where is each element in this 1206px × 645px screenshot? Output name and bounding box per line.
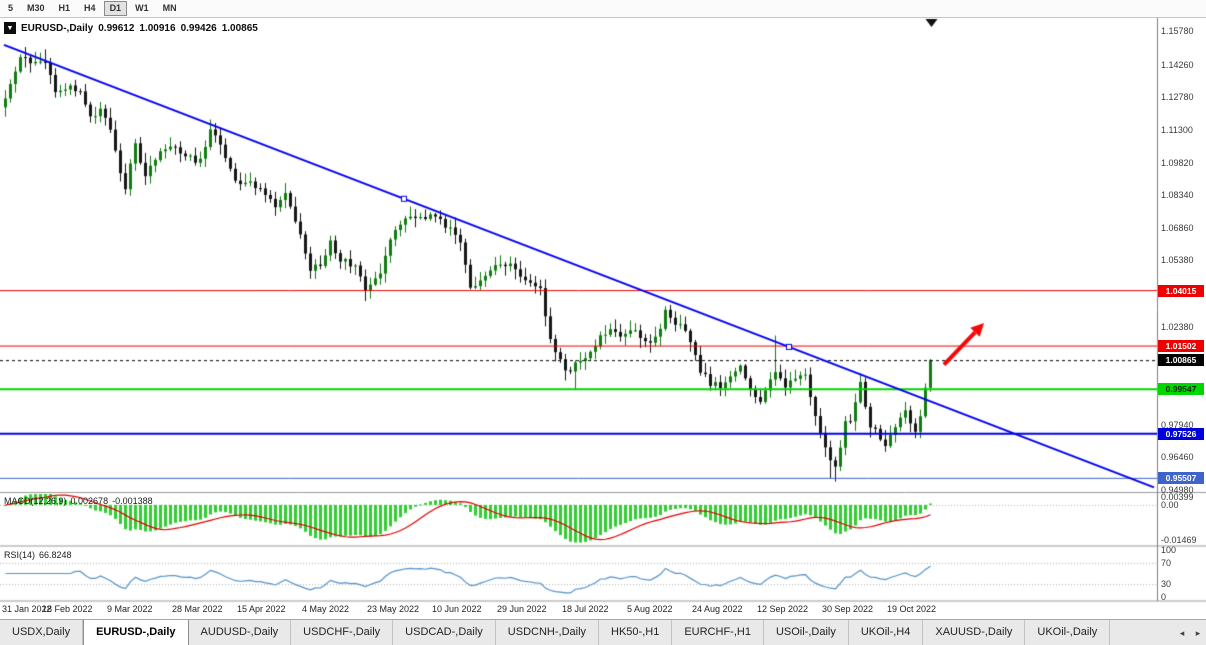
tab-usdcad-daily[interactable]: USDCAD-,Daily (393, 620, 496, 645)
timeframe-h4[interactable]: H4 (84, 3, 96, 13)
price-axis-tick: 1.12780 (1161, 92, 1194, 103)
tab-usdcnh-daily[interactable]: USDCNH-,Daily (496, 620, 600, 645)
timeframe-w1[interactable]: W1 (135, 3, 149, 13)
date-axis-label: 28 Mar 2022 (172, 604, 223, 614)
date-axis-label: 4 May 2022 (302, 604, 350, 614)
timeframe-toolbar: 5 M30 H1 H4 D1 W1 MN (0, 0, 1206, 18)
price-level-tag: 1.04015 (1158, 284, 1204, 297)
chart-dropdown-button[interactable]: ▼ (4, 22, 16, 34)
date-axis-label: 29 Jun 2022 (497, 604, 547, 614)
macd-axis-tick: -0.01469 (1161, 535, 1197, 545)
price-chart-canvas[interactable] (0, 18, 1206, 619)
date-axis-label: 24 Aug 2022 (692, 604, 743, 614)
date-axis-label: 15 Apr 2022 (237, 604, 286, 614)
tab-eurusd-daily[interactable]: EURUSD-,Daily (83, 620, 189, 645)
rsi-axis-tick: 100 (1161, 545, 1177, 555)
tab-scroll-right-button[interactable]: ▸ (1195, 627, 1201, 638)
current-price-tag: 1.00865 (1158, 354, 1204, 367)
price-level-tag: 0.97526 (1158, 427, 1204, 440)
tab-hk50-h1[interactable]: HK50-,H1 (599, 620, 673, 645)
tab-eurchf-h1[interactable]: EURCHF-,H1 (672, 620, 764, 645)
price-axis-tick: 1.14260 (1161, 59, 1194, 70)
rsi-axis-tick: 0 (1161, 592, 1167, 602)
timeframe-m30[interactable]: M30 (27, 3, 45, 13)
chart-tab-bar: USDX,Daily EURUSD-,Daily AUDUSD-,Daily USDC… (0, 619, 1206, 645)
price-axis-tick: 0.94980 (1161, 484, 1194, 495)
price-axis-tick: 1.09820 (1161, 157, 1194, 168)
tab-usdx-daily[interactable]: USDX,Daily (0, 620, 84, 645)
tab-ukoil-h4[interactable]: UKOil-,H4 (849, 620, 924, 645)
price-axis-tick: 1.11300 (1161, 124, 1193, 135)
date-axis-label: 31 Jan 2022 (2, 604, 52, 614)
macd-axis-tick: 0.00399 (1161, 492, 1194, 502)
date-axis-label: 10 Jun 2022 (432, 604, 482, 614)
date-axis-label: 23 May 2022 (367, 604, 420, 614)
chart-area: ▼ EURUSD-,Daily 0.99612 1.00916 0.99426 … (0, 18, 1206, 619)
timeframe-5[interactable]: 5 (8, 3, 14, 13)
ohlc-low: 0.99426 (180, 22, 217, 34)
rsi-axis-tick: 70 (1161, 557, 1172, 568)
date-axis-label: 5 Aug 2022 (627, 604, 673, 614)
price-axis-tick: 1.15780 (1161, 25, 1194, 36)
rsi-label: RSI(14) 66.8248 (4, 550, 72, 560)
macd-axis-tick: 0.00 (1161, 499, 1179, 510)
price-axis-tick: 1.08340 (1161, 190, 1194, 201)
chart-title: ▼ EURUSD-,Daily 0.99612 1.00916 0.99426 … (4, 22, 258, 34)
tab-usdchf-daily[interactable]: USDCHF-,Daily (291, 620, 394, 645)
tab-usoil-daily[interactable]: USOil-,Daily (764, 620, 849, 645)
date-axis-label: 12 Sep 2022 (757, 604, 809, 614)
date-axis-label: 18 Feb 2022 (42, 604, 93, 614)
chart-symbol: EURUSD-,Daily (21, 22, 94, 34)
date-axis-label: 18 Jul 2022 (562, 604, 609, 614)
date-axis-label: 30 Sep 2022 (822, 604, 874, 614)
macd-label: MACD(12,26,9) 0.002678 -0.001388 (4, 496, 153, 506)
triangle-down-icon: ▼ (6, 24, 14, 32)
price-axis-tick: 0.96460 (1161, 452, 1194, 463)
tab-ukoil-daily[interactable]: UKOil-,Daily (1025, 620, 1111, 645)
tab-xauusd-daily[interactable]: XAUUSD-,Daily (923, 620, 1026, 645)
price-level-tag: 0.95507 (1158, 472, 1204, 485)
price-axis-tick: 1.05380 (1161, 255, 1194, 266)
rsi-axis-tick: 30 (1161, 579, 1172, 590)
timeframe-mn[interactable]: MN (162, 3, 177, 13)
tab-scroll-left-button[interactable]: ◂ (1179, 627, 1185, 638)
price-axis-tick: 1.06860 (1161, 222, 1194, 233)
ohlc-close: 1.00865 (221, 22, 258, 34)
price-level-tag: 0.99547 (1158, 383, 1204, 396)
date-axis-label: 9 Mar 2022 (107, 604, 153, 614)
timeframe-h1[interactable]: H1 (58, 3, 71, 13)
price-axis-tick: 0.97940 (1161, 419, 1194, 430)
ohlc-open: 0.99612 (98, 22, 135, 34)
date-axis-label: 19 Oct 2022 (887, 604, 937, 614)
ohlc-high: 1.00916 (139, 22, 176, 34)
price-level-tag: 1.01502 (1158, 340, 1204, 353)
timeframe-d1[interactable]: D1 (103, 1, 128, 16)
price-axis-tick: 1.02380 (1161, 321, 1194, 332)
tab-audusd-daily[interactable]: AUDUSD-,Daily (189, 620, 292, 645)
